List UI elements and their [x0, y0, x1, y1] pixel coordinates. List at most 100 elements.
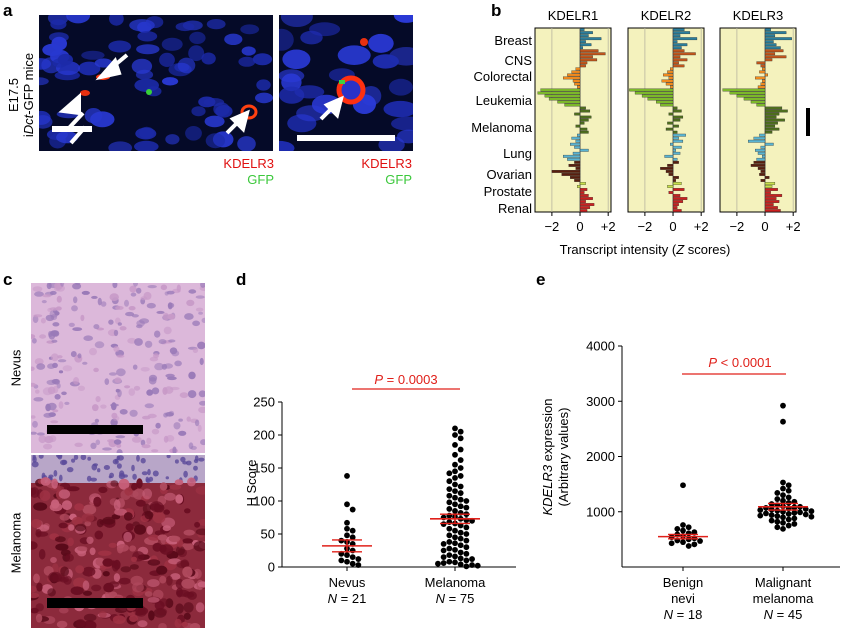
cell-nucleus	[178, 418, 183, 422]
stained-cell	[31, 487, 37, 496]
cell-nucleus	[100, 404, 107, 409]
stained-cell	[108, 542, 117, 548]
bar-ovarian	[668, 173, 674, 176]
data-point	[780, 418, 786, 425]
cell-nucleus	[93, 324, 100, 330]
bar-ovarian	[561, 173, 581, 176]
stained-cell	[113, 499, 121, 511]
bar-prostate	[579, 182, 586, 185]
subplot-title: KDELR3	[733, 8, 784, 23]
stained-cell	[187, 477, 196, 487]
bar-lung	[747, 139, 766, 143]
bar-colorectal	[760, 82, 766, 86]
cell-nucleus	[130, 292, 137, 297]
data-point	[774, 496, 781, 502]
stained-cell	[102, 558, 114, 567]
stained-cell	[102, 516, 116, 525]
side-label-mouse: iDct-GFP mice	[21, 52, 36, 138]
data-point	[446, 545, 453, 552]
stained-cell	[149, 501, 164, 513]
stained-cell	[56, 620, 68, 628]
data-point	[452, 494, 458, 501]
data-point	[446, 525, 453, 532]
data-point	[452, 488, 458, 494]
stained-cell	[152, 512, 166, 524]
bar-melanoma	[579, 109, 591, 113]
stained-cell	[147, 597, 160, 603]
nucleus	[393, 15, 413, 23]
stained-cell	[131, 556, 137, 562]
b-xaxis-label: Transcript intensity (Z scores)	[560, 242, 731, 257]
stroma-nucleus	[93, 463, 98, 467]
stroma-nucleus	[147, 468, 151, 476]
bar-renal	[579, 209, 588, 213]
cell-nucleus	[167, 313, 175, 320]
stained-cell	[129, 545, 136, 552]
cell-nucleus	[56, 295, 62, 303]
bar-lung	[562, 154, 581, 158]
data-point	[774, 524, 781, 531]
bar-leukemia	[629, 88, 674, 92]
data-point	[791, 521, 798, 527]
group-n-label: N = 18	[664, 607, 703, 622]
cell-nucleus	[109, 293, 119, 301]
stained-cell	[137, 620, 148, 628]
stained-cell	[82, 590, 93, 596]
bar-leukemia	[564, 103, 581, 107]
y-tick-label: 250	[253, 395, 275, 410]
cell-nucleus	[153, 353, 159, 359]
scale-bar	[47, 425, 143, 434]
data-point	[680, 527, 686, 534]
nucleus	[94, 58, 113, 68]
bar-melanoma	[579, 130, 589, 134]
scale-bar	[297, 135, 395, 141]
nucleus	[280, 15, 313, 27]
cell-nucleus	[195, 307, 204, 312]
y-tick-label: 4000	[586, 339, 615, 354]
data-point	[463, 537, 470, 544]
data-point	[463, 498, 470, 504]
bar-cns	[764, 49, 784, 53]
nucleus	[81, 50, 105, 60]
data-point	[780, 492, 786, 499]
stroma-nucleus	[174, 459, 179, 464]
bar-breast	[672, 40, 678, 44]
stained-cell	[175, 603, 184, 614]
data-point	[469, 556, 475, 562]
stained-cell	[49, 502, 63, 512]
bar-renal	[672, 188, 685, 191]
data-point	[685, 543, 692, 549]
stained-cell	[147, 579, 160, 588]
panel-c-bottom-label-wrap: Melanoma	[4, 458, 28, 628]
stained-cell	[75, 523, 87, 532]
bar-leukemia	[750, 100, 766, 104]
cell-nucleus	[148, 377, 157, 385]
cell-nucleus	[141, 444, 151, 449]
cell-nucleus	[68, 322, 75, 327]
data-point	[452, 540, 458, 547]
data-point	[785, 487, 792, 494]
cell-nucleus	[51, 379, 60, 384]
stained-cell	[161, 517, 176, 529]
cell-nucleus	[73, 377, 80, 385]
nucleus	[66, 15, 91, 24]
stained-cell	[55, 536, 66, 543]
stained-cell	[110, 480, 119, 487]
bar-leukemia	[557, 100, 581, 104]
bar-breast	[764, 34, 776, 38]
nucleus	[256, 79, 271, 91]
nucleus	[188, 45, 205, 62]
data-point	[446, 486, 453, 493]
bar-colorectal	[577, 85, 581, 89]
cell-nucleus	[195, 295, 205, 299]
nucleus	[383, 100, 413, 118]
legend-left-gfp: GFP	[247, 172, 274, 187]
arrow-head	[95, 57, 122, 81]
cell-nucleus	[131, 436, 142, 443]
data-point	[452, 559, 458, 566]
cell-nucleus	[142, 415, 151, 420]
cell-nucleus	[144, 340, 153, 348]
group-label-breast: Breast	[494, 33, 532, 48]
stained-cell	[50, 557, 57, 563]
